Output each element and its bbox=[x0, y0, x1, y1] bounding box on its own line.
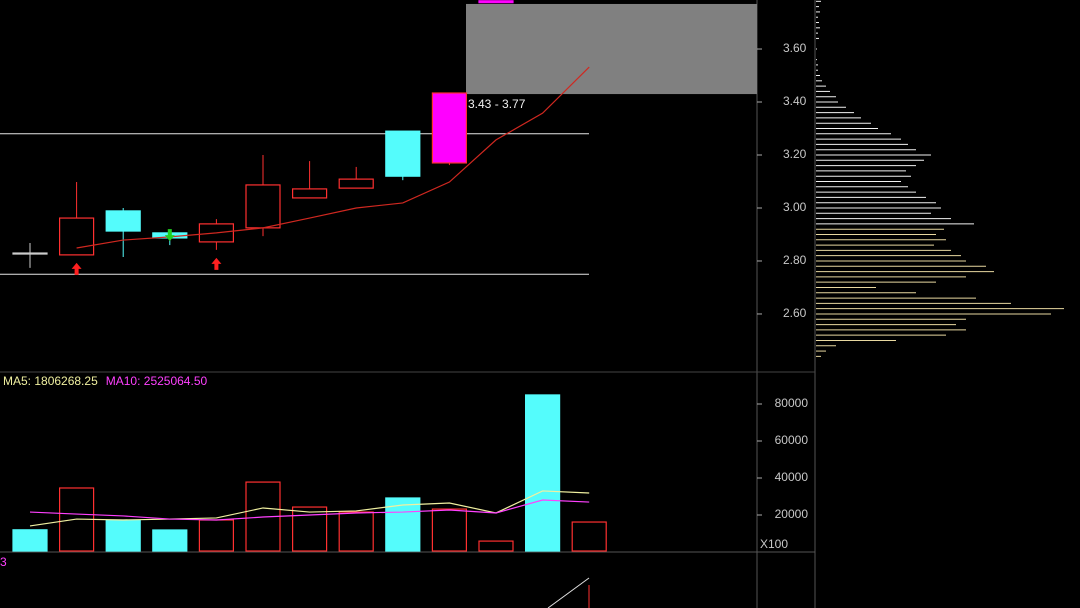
volume-bar bbox=[338, 511, 374, 552]
y-tick-label: 2.80 bbox=[783, 253, 807, 267]
candle-body bbox=[385, 130, 421, 177]
volume-bar bbox=[292, 506, 328, 552]
y-tick-label: 3.60 bbox=[783, 41, 807, 55]
y-tick-label: 3.00 bbox=[783, 200, 807, 214]
candle-body bbox=[431, 92, 467, 164]
signal-arrow bbox=[211, 257, 222, 270]
volume-bar bbox=[478, 540, 514, 552]
candle-body bbox=[105, 210, 141, 232]
y-tick-label: 60000 bbox=[775, 433, 809, 447]
volume-bar bbox=[571, 521, 607, 552]
candle-body bbox=[478, 0, 514, 4]
zone bbox=[466, 3, 757, 95]
signal-arrow bbox=[164, 229, 175, 242]
y-tick-label: 80000 bbox=[775, 396, 809, 410]
candle-body bbox=[58, 217, 95, 256]
candle-body bbox=[292, 188, 328, 199]
legend-entry: MA5: 1806268.25 bbox=[3, 374, 98, 388]
volume-bar bbox=[524, 394, 561, 552]
ma-line bbox=[76, 66, 590, 249]
candle-body bbox=[338, 178, 374, 189]
signal-arrow bbox=[71, 262, 82, 275]
volume-bar bbox=[431, 508, 467, 552]
indicator-line bbox=[547, 577, 590, 608]
legend-entry: MA10: 2525064.50 bbox=[106, 374, 208, 388]
y-tick-label: 3.40 bbox=[783, 94, 807, 108]
candle-body bbox=[12, 252, 48, 255]
y-tick-label: 3.20 bbox=[783, 147, 807, 161]
volume-bar bbox=[12, 529, 48, 552]
volume-ma-line bbox=[29, 499, 590, 521]
volume-bar bbox=[152, 529, 188, 552]
volume-bar bbox=[198, 519, 234, 552]
candle-body bbox=[245, 184, 281, 229]
volume-bar bbox=[105, 519, 141, 552]
y-tick-label: 40000 bbox=[775, 470, 809, 484]
zone-label: 3.43 - 3.77 bbox=[468, 97, 526, 111]
y-tick-label: 20000 bbox=[775, 507, 809, 521]
indicator-label: 3 bbox=[0, 555, 7, 569]
unit-label: X100 bbox=[760, 537, 788, 551]
y-tick-label: 2.60 bbox=[783, 306, 807, 320]
